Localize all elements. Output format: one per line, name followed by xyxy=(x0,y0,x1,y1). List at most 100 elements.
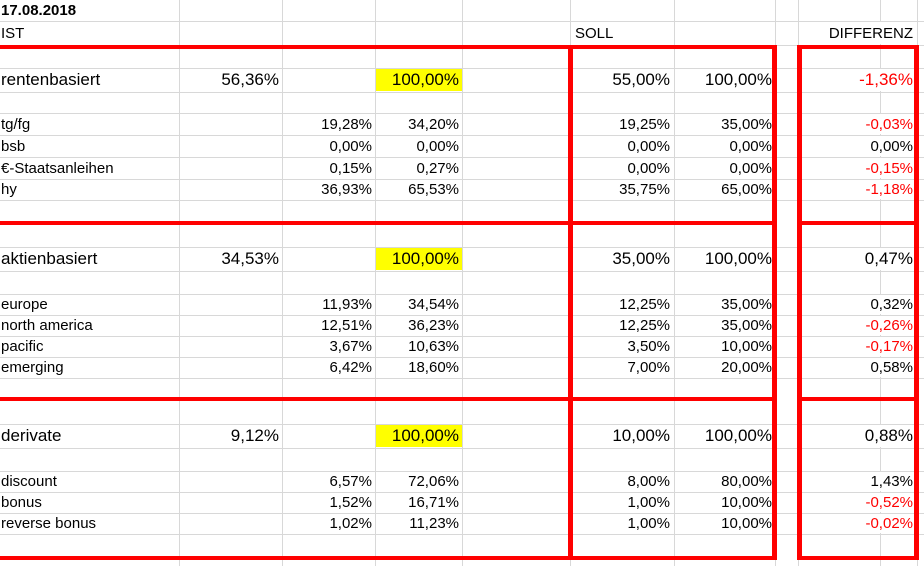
cell-ist-share-highlighted[interactable]: 100,00% xyxy=(376,69,462,91)
cell-ist-total[interactable]: 56,36% xyxy=(221,70,279,89)
cell-ist-share[interactable]: 18,60% xyxy=(408,359,459,376)
cell-category-label[interactable]: aktienbasiert xyxy=(1,249,98,268)
cell-differenz[interactable]: -0,52% xyxy=(802,493,917,512)
cell-category-label[interactable]: derivate xyxy=(1,426,62,445)
cell-soll-share[interactable]: 35,00% xyxy=(721,115,772,133)
cell-item-label[interactable]: reverse bonus xyxy=(1,515,97,532)
cell-item-label[interactable]: emerging xyxy=(1,359,64,376)
cell-item-label[interactable]: discount xyxy=(1,473,57,490)
cell-ist-share[interactable]: 16,71% xyxy=(408,494,459,511)
cell-ist-share[interactable]: 34,20% xyxy=(408,115,459,133)
section-border-h xyxy=(0,221,777,225)
cell-soll-total[interactable]: 10,00% xyxy=(612,426,670,445)
category-row-derivate: derivate 9,12% 100,00% 10,00% 100,00% 0,… xyxy=(0,424,924,448)
cell-ist[interactable]: 11,93% xyxy=(322,296,372,313)
cell-soll[interactable]: 35,75% xyxy=(619,181,670,198)
cell-differenz[interactable]: -0,15% xyxy=(802,158,917,178)
section-border-h xyxy=(0,556,777,560)
cell-soll-total[interactable]: 55,00% xyxy=(612,70,670,89)
cell-item-label[interactable]: hy xyxy=(1,181,17,198)
cell-soll[interactable]: 3,50% xyxy=(627,338,670,355)
cell-soll-share[interactable]: 80,00% xyxy=(721,473,772,490)
cell-ist-share[interactable]: 36,23% xyxy=(408,317,459,334)
cell-soll-share[interactable]: 65,00% xyxy=(721,181,772,198)
cell-differenz[interactable]: 0,58% xyxy=(802,358,917,377)
date-row: 17.08.2018 xyxy=(0,0,924,21)
cell-ist[interactable]: 36,93% xyxy=(321,181,372,198)
cell-differenz[interactable]: 0,00% xyxy=(802,136,917,156)
cell-item-label[interactable]: pacific xyxy=(1,338,44,355)
cell-soll[interactable]: 0,00% xyxy=(627,137,670,155)
cell-ist-total[interactable]: 9,12% xyxy=(230,426,279,445)
header-soll[interactable]: SOLL xyxy=(575,24,614,42)
cell-ist-share[interactable]: 34,54% xyxy=(408,296,459,313)
cell-soll[interactable]: 8,00% xyxy=(627,473,670,490)
cell-ist-share[interactable]: 10,63% xyxy=(408,338,459,355)
cell-differenz[interactable]: -0,02% xyxy=(802,514,917,533)
cell-differenz[interactable]: -0,26% xyxy=(802,316,917,335)
cell-ist[interactable]: 6,57% xyxy=(329,473,372,490)
cell-ist[interactable]: 1,02% xyxy=(329,515,372,532)
item-row-emerging: emerging 6,42% 18,60% 7,00% 20,00% 0,58% xyxy=(0,357,924,378)
cell-differenz[interactable]: 0,88% xyxy=(802,425,917,447)
cell-differenz[interactable]: 0,32% xyxy=(802,295,917,314)
item-row-staatsanleihen: €-Staatsanleihen 0,15% 0,27% 0,00% 0,00%… xyxy=(0,157,924,179)
cell-soll[interactable]: 19,25% xyxy=(619,115,670,133)
item-row-europe: europe 11,93% 34,54% 12,25% 35,00% 0,32% xyxy=(0,294,924,315)
section-border-h xyxy=(797,45,919,49)
cell-ist-share[interactable]: 72,06% xyxy=(408,473,459,490)
cell-item-label[interactable]: tg/fg xyxy=(1,115,31,133)
cell-category-label[interactable]: rentenbasiert xyxy=(1,70,101,89)
cell-ist[interactable]: 19,28% xyxy=(321,115,372,133)
cell-ist-share[interactable]: 0,00% xyxy=(416,137,459,155)
cell-ist[interactable]: 3,67% xyxy=(329,338,372,355)
cell-soll-share[interactable]: 0,00% xyxy=(729,159,772,177)
category-row-aktienbasiert: aktienbasiert 34,53% 100,00% 35,00% 100,… xyxy=(0,247,924,271)
cell-differenz[interactable]: -1,36% xyxy=(802,69,917,91)
cell-item-label[interactable]: bsb xyxy=(1,137,26,155)
cell-ist-share[interactable]: 0,27% xyxy=(416,159,459,177)
cell-soll[interactable]: 12,25% xyxy=(619,296,670,313)
header-ist[interactable]: IST xyxy=(1,24,25,42)
cell-ist-share-highlighted[interactable]: 100,00% xyxy=(376,425,462,447)
gridline-v xyxy=(179,0,180,566)
cell-soll-share[interactable]: 0,00% xyxy=(729,137,772,155)
cell-soll[interactable]: 0,00% xyxy=(627,159,670,177)
cell-item-label[interactable]: bonus xyxy=(1,494,42,511)
cell-soll[interactable]: 12,25% xyxy=(619,317,670,334)
cell-soll-share[interactable]: 20,00% xyxy=(721,359,772,376)
cell-soll[interactable]: 1,00% xyxy=(627,494,670,511)
cell-differenz[interactable]: 1,43% xyxy=(802,472,917,491)
cell-item-label[interactable]: europe xyxy=(1,296,48,313)
cell-soll[interactable]: 1,00% xyxy=(627,515,670,532)
cell-soll-share[interactable]: 35,00% xyxy=(721,317,772,334)
cell-ist-share[interactable]: 11,23% xyxy=(409,515,459,532)
cell-soll-total[interactable]: 35,00% xyxy=(612,249,670,268)
cell-ist[interactable]: 12,51% xyxy=(321,317,372,334)
cell-ist[interactable]: 0,15% xyxy=(329,159,372,177)
cell-ist-total[interactable]: 34,53% xyxy=(221,249,279,268)
header-differenz[interactable]: DIFFERENZ xyxy=(802,22,917,44)
cell-item-label[interactable]: €-Staatsanleihen xyxy=(1,159,114,177)
cell-soll-share[interactable]: 100,00% xyxy=(704,426,772,445)
cell-ist-share-highlighted[interactable]: 100,00% xyxy=(376,248,462,270)
cell-soll-share[interactable]: 35,00% xyxy=(721,296,772,313)
cell-ist[interactable]: 6,42% xyxy=(329,359,372,376)
cell-item-label[interactable]: north america xyxy=(1,317,93,334)
cell-soll-share[interactable]: 10,00% xyxy=(721,515,772,532)
gridline-v xyxy=(880,0,881,566)
cell-ist-share[interactable]: 65,53% xyxy=(408,181,459,198)
cell-soll[interactable]: 7,00% xyxy=(627,359,670,376)
cell-ist[interactable]: 1,52% xyxy=(329,494,372,511)
cell-differenz[interactable]: -0,17% xyxy=(802,337,917,356)
cell-soll-share[interactable]: 100,00% xyxy=(704,70,772,89)
gridline-v xyxy=(375,0,376,566)
cell-soll-share[interactable]: 10,00% xyxy=(721,494,772,511)
cell-date[interactable]: 17.08.2018 xyxy=(1,2,77,19)
cell-soll-share[interactable]: 100,00% xyxy=(704,249,772,268)
cell-soll-share[interactable]: 10,00% xyxy=(721,338,772,355)
cell-differenz[interactable]: -0,03% xyxy=(802,114,917,134)
cell-differenz[interactable]: -1,18% xyxy=(802,180,917,199)
cell-ist[interactable]: 0,00% xyxy=(329,137,372,155)
cell-differenz[interactable]: 0,47% xyxy=(802,248,917,270)
